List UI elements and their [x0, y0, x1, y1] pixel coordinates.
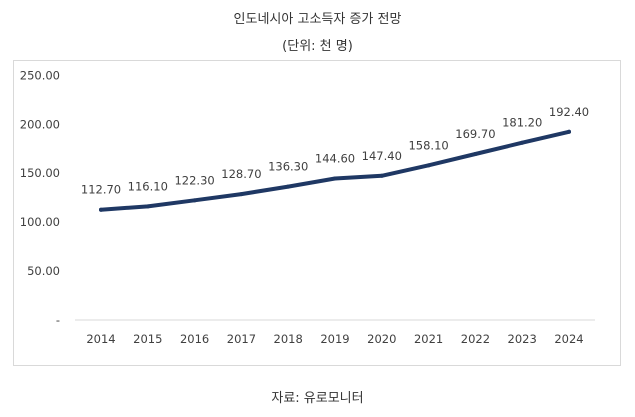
x-tick-label: 2015 — [133, 332, 162, 346]
x-tick-label: 2018 — [274, 332, 303, 346]
y-tick-label: 50.00 — [27, 264, 60, 278]
y-tick-label: 250.00 — [20, 68, 60, 82]
data-label: 169.70 — [455, 127, 495, 141]
data-label: 116.10 — [128, 179, 168, 193]
data-label: 112.70 — [81, 183, 121, 197]
data-label: 158.10 — [408, 138, 448, 152]
y-tick-label: 100.00 — [20, 215, 60, 229]
data-label: 147.40 — [362, 149, 402, 163]
data-point — [145, 204, 150, 209]
x-tick-label: 2020 — [367, 332, 396, 346]
x-tick-label: 2014 — [86, 332, 115, 346]
y-tick-label: - — [56, 313, 60, 327]
data-point — [567, 129, 571, 134]
data-label: 181.20 — [502, 116, 542, 130]
x-tick-label: 2022 — [461, 332, 490, 346]
data-point — [379, 173, 384, 178]
y-tick-label: 200.00 — [20, 117, 60, 131]
data-label: 122.30 — [174, 173, 214, 187]
chart-subtitle: (단위: 천 명) — [282, 39, 353, 54]
data-point — [99, 207, 103, 212]
data-point — [426, 163, 431, 168]
x-tick-label: 2023 — [508, 332, 537, 346]
x-tick-label: 2021 — [414, 332, 443, 346]
data-point — [286, 184, 291, 189]
data-label: 128.70 — [221, 167, 261, 181]
data-point — [473, 151, 478, 156]
data-point — [520, 140, 525, 145]
source-note: 자료: 유로모니터 — [271, 391, 364, 406]
data-point — [192, 198, 197, 203]
data-label: 136.30 — [268, 160, 308, 174]
series-line — [99, 129, 571, 212]
x-tick-label: 2017 — [227, 332, 256, 346]
x-tick-label: 2019 — [320, 332, 349, 346]
chart-frame — [13, 60, 621, 366]
x-tick-label: 2016 — [180, 332, 209, 346]
data-point — [239, 192, 244, 197]
chart-title: 인도네시아 고소득자 증가 전망 — [233, 12, 402, 27]
y-tick-label: 150.00 — [20, 166, 60, 180]
x-tick-label: 2024 — [554, 332, 583, 346]
data-label: 144.60 — [315, 152, 355, 166]
data-point — [333, 176, 337, 181]
data-label: 192.40 — [549, 105, 589, 119]
